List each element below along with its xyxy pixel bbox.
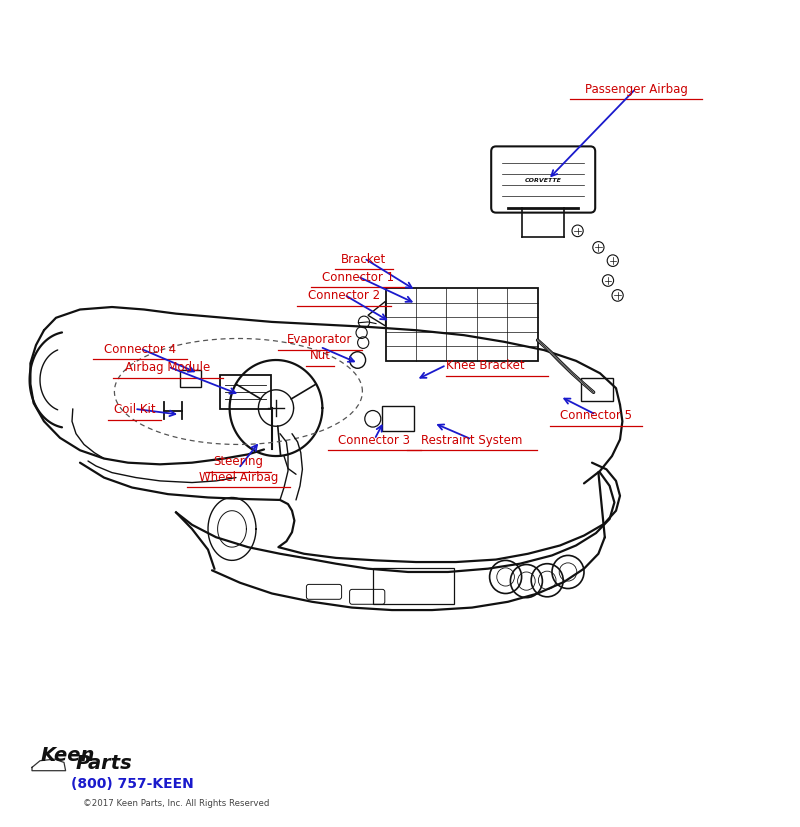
Text: Airbag Module: Airbag Module [126, 361, 210, 374]
Text: ©2017 Keen Parts, Inc. All Rights Reserved: ©2017 Keen Parts, Inc. All Rights Reserv… [83, 798, 269, 806]
Text: Connector 1: Connector 1 [322, 270, 394, 284]
Text: Connector 4: Connector 4 [104, 342, 176, 356]
Text: Coil Kit: Coil Kit [114, 403, 155, 416]
Text: Connector 3: Connector 3 [338, 433, 410, 447]
Text: Keen: Keen [41, 745, 95, 763]
Text: CORVETTE: CORVETTE [525, 178, 562, 183]
Text: Steering: Steering [214, 455, 263, 467]
Text: Evaporator: Evaporator [287, 333, 353, 346]
Text: (800) 757-KEEN: (800) 757-KEEN [70, 777, 194, 790]
Text: Bracket: Bracket [342, 252, 386, 265]
Text: Nut: Nut [310, 349, 330, 361]
Text: Parts: Parts [76, 753, 132, 772]
Bar [386, 289, 538, 361]
Text: Connector 2: Connector 2 [308, 289, 380, 302]
Text: Restraint System: Restraint System [422, 433, 522, 447]
Text: Passenger Airbag: Passenger Airbag [585, 83, 687, 96]
Text: Connector 5: Connector 5 [560, 409, 632, 422]
Text: Knee Bracket: Knee Bracket [446, 359, 525, 372]
Text: Wheel Airbag: Wheel Airbag [198, 471, 278, 483]
